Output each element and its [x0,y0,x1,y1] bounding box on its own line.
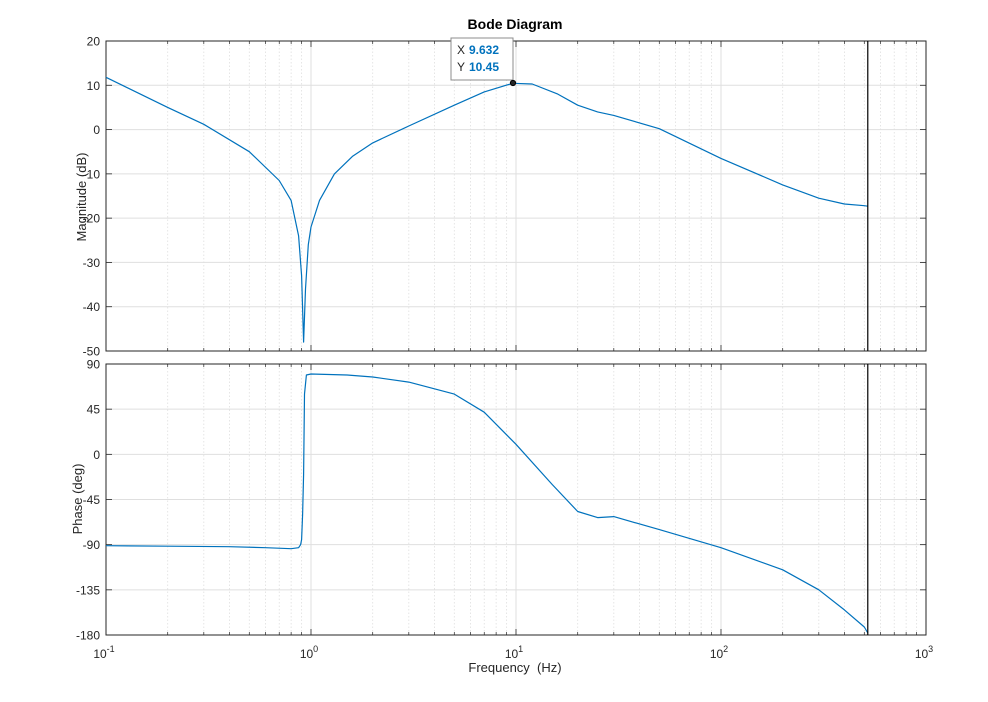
x-tick-label: 103 [915,644,933,661]
data-tip-x-value: 9.632 [469,43,499,57]
phase-y-tick-label: 45 [87,403,101,417]
data-tip-point[interactable] [509,79,517,87]
x-tick-label-base: 10 [93,647,107,661]
x-tick-label-exponent: -1 [107,644,115,654]
x-axis-label: Frequency (Hz) [468,660,561,675]
x-tick-label-exponent: 3 [928,644,933,654]
magnitude-y-tick-label: -40 [83,300,101,314]
magnitude-y-tick-label: 0 [93,123,100,137]
phase-y-tick-label: 90 [87,358,101,372]
x-tick-label: 10-1 [93,644,114,661]
phase-y-axis-label: Phase (deg) [70,464,85,535]
magnitude-series-line [105,76,868,343]
x-tick-label-exponent: 0 [313,644,318,654]
phase-axes-box [105,363,927,636]
data-tip[interactable]: X 9.632 Y 10.45 [450,37,517,87]
phase-y-tick-label: 0 [93,448,100,462]
data-tip-y-value: 10.45 [469,60,499,74]
x-tick-label-exponent: 1 [518,644,523,654]
phase-y-tick-label: -180 [76,629,100,643]
phase-series-line [105,373,869,634]
magnitude-y-tick-label: -10 [83,167,101,181]
data-tip-y-label: Y [457,60,465,74]
chart-title: Bode Diagram [468,16,563,32]
x-tick-label: 102 [710,644,728,661]
magnitude-y-axis-label: Magnitude (dB) [74,153,89,242]
magnitude-y-tick-label: -50 [83,345,101,359]
magnitude-y-tick-label: -20 [83,212,101,226]
data-tip-box [450,37,514,81]
x-tick-label-exponent: 2 [723,644,728,654]
x-tick-label-base: 10 [300,647,314,661]
magnitude-y-tick-label: 20 [87,35,101,49]
magnitude-y-tick-label: 10 [87,79,101,93]
x-tick-label: 100 [300,644,318,661]
x-tick-label-base: 10 [505,647,519,661]
data-tip-x-label: X [457,43,465,57]
phase-y-tick-label: -45 [83,493,101,507]
phase-y-tick-label: -135 [76,583,100,597]
magnitude-y-tick-label: -30 [83,256,101,270]
x-tick-label-base: 10 [710,647,724,661]
phase-y-tick-label: -90 [83,538,101,552]
x-tick-label-base: 10 [915,647,929,661]
magnitude-axes[interactable]: 20 10 0 -10 -20 -30 -40 -50 [83,35,927,359]
magnitude-axes-box [105,40,927,352]
x-tick-label: 101 [505,644,523,661]
